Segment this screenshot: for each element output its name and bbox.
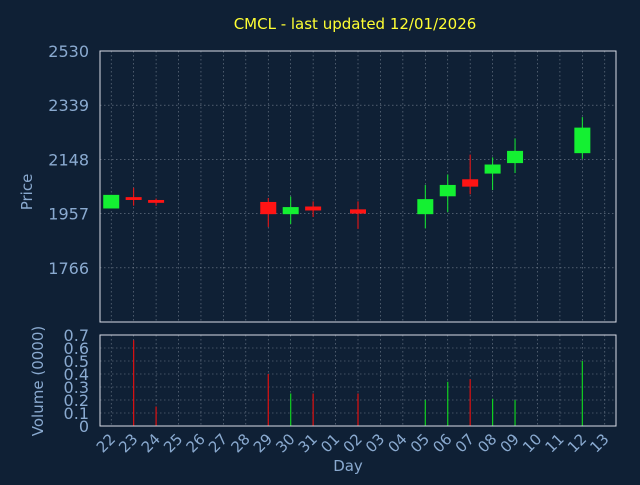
candle-body-23 — [125, 197, 142, 200]
candle-body-31 — [305, 206, 322, 211]
candle-body-09 — [507, 150, 524, 164]
price-tick-label: 1957 — [48, 205, 89, 224]
volume-tick-label: 0.2 — [64, 391, 89, 410]
volume-axis-label: Volume (0000) — [29, 326, 47, 436]
price-tick-label: 2530 — [48, 42, 89, 61]
candle-body-12 — [574, 127, 591, 154]
candle-body-05 — [417, 199, 434, 215]
axes-frame — [99, 50, 617, 427]
candle-body-06 — [439, 184, 456, 197]
volume-bars — [133, 340, 583, 426]
volume-tick-label: 0.1 — [64, 404, 89, 423]
volume-tick-label: 0.5 — [64, 352, 89, 371]
candles — [103, 117, 591, 229]
candle-body-02 — [350, 209, 366, 214]
volume-tick-label: 0.3 — [64, 378, 89, 397]
volume-panel-frame — [99, 334, 617, 427]
chart-title: CMCL - last updated 12/01/2026 — [234, 15, 477, 33]
candle-body-30 — [282, 207, 299, 215]
candle-body-22 — [103, 194, 120, 209]
price-tick-label: 2339 — [48, 96, 89, 115]
candle-body-24 — [148, 199, 165, 203]
price-tick-label: 1766 — [48, 259, 89, 278]
volume-tick-label: 0.4 — [64, 365, 89, 384]
volume-tick-label: 0 — [79, 417, 89, 436]
price-tick-label: 2148 — [48, 150, 89, 169]
candle-body-07 — [462, 179, 479, 187]
candle-body-29 — [260, 201, 277, 215]
price-panel-frame — [99, 50, 617, 323]
volume-tick-label: 0.6 — [64, 339, 89, 358]
price-axis-label: Price — [18, 174, 36, 211]
x-axis-label: Day — [333, 457, 363, 475]
volume-tick-label: 0.7 — [64, 326, 89, 345]
candle-body-08 — [484, 164, 501, 174]
